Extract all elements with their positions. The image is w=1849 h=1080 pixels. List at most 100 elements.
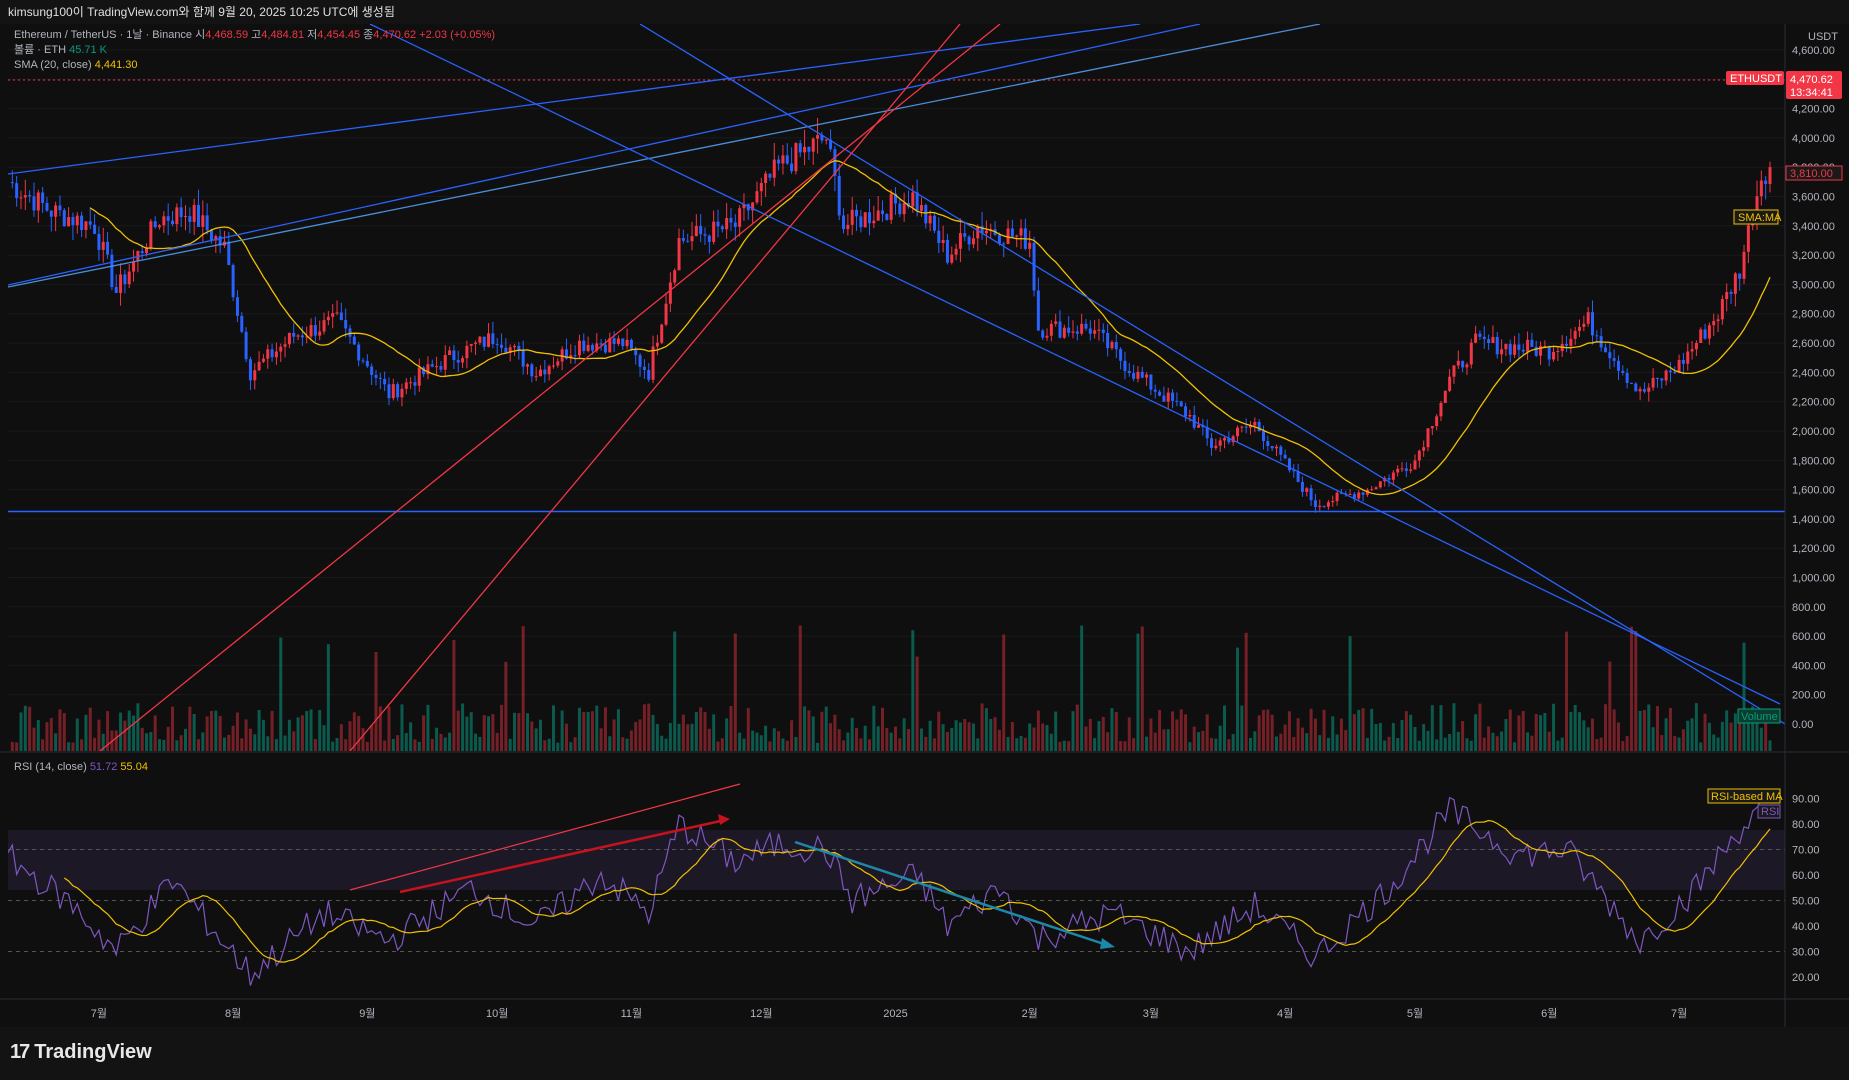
rsi-arrow-head [718, 814, 730, 825]
candle-body [1517, 344, 1521, 350]
volume-bar [1127, 717, 1131, 751]
volume-bar [1313, 718, 1317, 751]
volume-bar [1300, 727, 1304, 751]
volume-bar [1513, 742, 1517, 751]
rsi-tick: 80.00 [1792, 819, 1820, 831]
legend-symbol[interactable]: Ethereum / TetherUS · 1날 · Binance [14, 29, 193, 41]
candle-body [538, 369, 542, 377]
price-tick: 2,600.00 [1792, 338, 1835, 350]
legend-volume-label[interactable]: 볼륨 · ETH [14, 44, 67, 56]
volume-bar [1508, 709, 1512, 751]
chart-canvas[interactable]: USDT4,600.004,200.004,000.003,800.003,60… [0, 24, 1849, 1027]
volume-bar [625, 738, 629, 751]
candle-body [621, 338, 625, 347]
candle-body [504, 347, 508, 353]
volume-bar [1694, 703, 1698, 751]
candle-body [443, 354, 447, 370]
candle-body [205, 215, 209, 231]
candle-body [716, 221, 720, 227]
time-label: 11월 [621, 1007, 643, 1020]
candle-body [1500, 349, 1504, 355]
volume-bar [863, 725, 867, 751]
candle-body [348, 328, 352, 337]
candle-body [1742, 251, 1746, 279]
volume-bar [1067, 741, 1071, 751]
volume-bar [296, 717, 300, 751]
candle-body [1054, 321, 1058, 324]
candle-body [1751, 223, 1755, 226]
candle-body [668, 282, 672, 304]
sma-tag-text: SMA:MA [1738, 212, 1782, 224]
candle-body [404, 382, 408, 389]
candle-body [175, 207, 179, 225]
candle-body [681, 238, 685, 241]
volume-bar [387, 706, 391, 751]
price-tick: 600.00 [1792, 631, 1826, 643]
candle-body [400, 388, 404, 398]
volume-bar [738, 732, 742, 751]
candle-body [75, 215, 79, 226]
last-price-tag [1786, 71, 1842, 99]
candle-body [274, 351, 278, 358]
volume-bar [1270, 714, 1274, 751]
candle-body [1149, 374, 1153, 390]
volume-bar [941, 724, 945, 751]
candle-body [980, 226, 984, 234]
volume-bar [1387, 736, 1391, 751]
candle-body [166, 216, 170, 221]
candle-body [495, 344, 499, 346]
volume-bar [114, 730, 118, 751]
volume-bar [214, 710, 218, 751]
volume-bar [1681, 729, 1685, 751]
candle-body [1171, 392, 1175, 401]
volume-bar [1742, 642, 1746, 751]
volume-tag [1737, 708, 1781, 724]
candle-body [924, 205, 928, 224]
candle-body [292, 332, 296, 337]
candle-body [582, 340, 586, 351]
candle-body [651, 346, 655, 380]
volume-bar [1383, 740, 1387, 751]
volume-bar [634, 721, 638, 751]
volume-bar [651, 714, 655, 751]
candle-body [1664, 370, 1668, 381]
legend-high: 4,484.81 [261, 29, 305, 41]
candle-body [898, 203, 902, 215]
volume-bar [1608, 661, 1612, 751]
candle-body [932, 215, 936, 231]
candle-body [551, 365, 555, 367]
candle-body [1097, 329, 1101, 331]
volume-bar [287, 719, 291, 751]
volume-bar [1283, 724, 1287, 751]
candle-body [365, 360, 369, 367]
candle-body [1158, 391, 1162, 396]
candle-body [1045, 335, 1049, 338]
volume-bar [1140, 626, 1144, 751]
volume-bar [149, 731, 153, 751]
price-pane [8, 24, 1785, 751]
volume-bar [837, 729, 841, 751]
candle-body [1114, 342, 1118, 350]
tradingview-logo[interactable]: 17 TradingView [10, 1041, 152, 1064]
rsi-label[interactable]: RSI (14, close) [14, 761, 87, 773]
volume-bar [1543, 712, 1547, 751]
candle-body [1569, 338, 1573, 346]
legend-sma-label[interactable]: SMA (20, close) [14, 59, 92, 71]
candle-body [287, 332, 291, 345]
volume-bar [1746, 710, 1750, 751]
candle-body [1456, 360, 1460, 366]
rsi-tick: 90.00 [1792, 794, 1820, 806]
volume-bar [980, 703, 984, 751]
volume-bar [461, 703, 465, 751]
candle-body [521, 349, 525, 367]
volume-bar [448, 732, 452, 751]
candle-body [829, 139, 833, 150]
candle-body [1426, 428, 1430, 448]
volume-bar [1331, 716, 1335, 751]
volume-bar [755, 732, 759, 751]
candle-body [1690, 349, 1694, 352]
volume-bar [487, 716, 491, 751]
chart-frame[interactable]: USDT4,600.004,200.004,000.003,800.003,60… [0, 24, 1849, 1027]
volume-bar [1591, 718, 1595, 751]
volume-bar [145, 733, 149, 751]
